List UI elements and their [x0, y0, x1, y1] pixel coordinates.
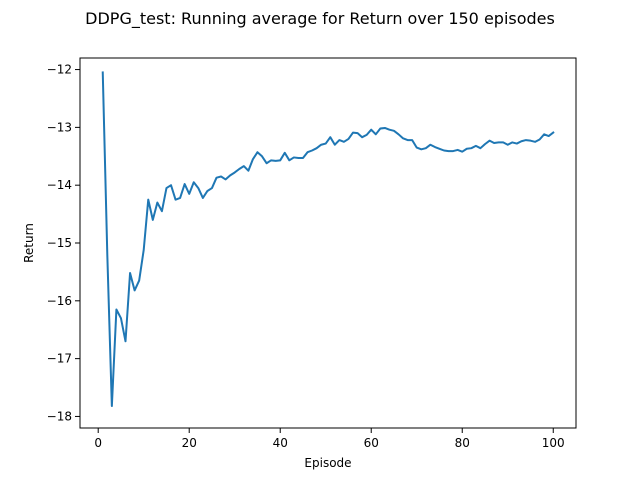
x-tick-label: 20 [182, 436, 197, 450]
y-tick-label: −13 [47, 120, 72, 134]
y-tick-label: −12 [47, 63, 72, 77]
x-tick-label: 80 [455, 436, 470, 450]
y-tick-label: −14 [47, 178, 72, 192]
y-tick-label: −18 [47, 409, 72, 423]
x-tick-label: 40 [273, 436, 288, 450]
y-axis-label: Return [22, 223, 36, 263]
x-tick-label: 0 [94, 436, 102, 450]
y-tick-label: −17 [47, 352, 72, 366]
plot-area: 0 20 40 60 80 100 −18 −17 −16 −15 −14 −13 −12 [47, 57, 577, 450]
y-tick-label: −16 [47, 294, 72, 308]
x-tick-label: 100 [542, 436, 565, 450]
x-axis-label: Episode [304, 456, 351, 470]
y-tick-label: −15 [47, 236, 72, 250]
x-tick-label: 60 [364, 436, 379, 450]
chart-title: DDPG_test: Running average for Return ov… [85, 9, 555, 29]
series-line [101, 71, 555, 408]
